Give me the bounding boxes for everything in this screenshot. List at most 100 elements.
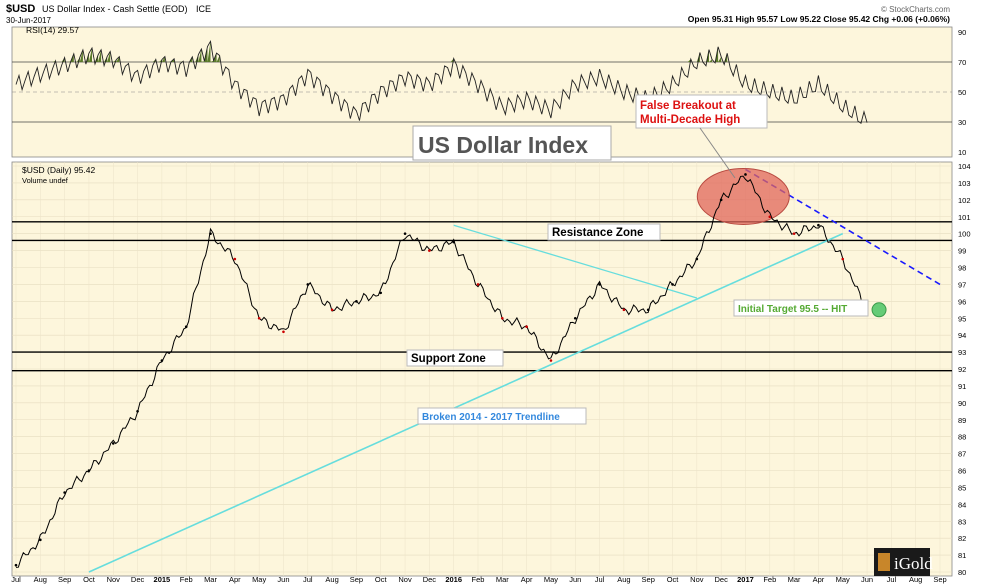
time-tick-label: Dec (423, 575, 437, 584)
time-tick-label: Jun (569, 575, 581, 584)
price-point (817, 223, 820, 227)
price-point (136, 409, 139, 413)
price-tick-label: 83 (958, 517, 966, 526)
time-tick-label: Nov (398, 575, 412, 584)
price-axis: 104 103 102 101 100 99 98 97 96 95 94 93 92 91 90 89 88 8… (958, 162, 971, 577)
uptrend-2014-2017-trendline (88, 232, 844, 573)
time-tick-label: Dec (131, 575, 145, 584)
time-tick-label: Jun (277, 575, 289, 584)
price-point (209, 232, 212, 235)
exchange: ICE (196, 4, 211, 14)
time-tick-label: May (252, 575, 266, 584)
time-tick-label: Mar (496, 575, 509, 584)
time-tick-label: Aug (325, 575, 338, 584)
price-tick-label: 89 (958, 416, 966, 425)
callout-pointer (699, 127, 736, 179)
price-point (257, 316, 261, 320)
price-point (111, 442, 115, 445)
time-tick-label: Feb (472, 575, 485, 584)
resistance-label-box (547, 223, 661, 241)
price-tick-label: 93 (958, 348, 966, 357)
rsi-tick-label: 50 (958, 88, 966, 97)
time-tick-label: 2017 (737, 575, 754, 584)
target-hit-circle (871, 302, 887, 318)
price-point (160, 359, 164, 362)
time-tick-label: Apr (521, 575, 533, 584)
rsi-tick-label: 90 (958, 28, 966, 37)
price-tick-label: 98 (958, 264, 966, 273)
false-breakout-label-line1: False Breakout at (640, 100, 736, 112)
price-point (671, 283, 674, 286)
time-tick-label: Jul (595, 575, 605, 584)
price-tick-label: 95 (958, 314, 966, 323)
price-tick-label: 88 (958, 433, 966, 442)
price-tick-label: 97 (958, 280, 966, 289)
price-point (622, 308, 626, 312)
price-tick-label: 87 (958, 450, 966, 459)
price-point (330, 308, 334, 312)
price-point (598, 283, 601, 286)
igold-logo-text: iGold (894, 554, 933, 573)
time-tick-label: Mar (788, 575, 801, 584)
price-point (379, 291, 383, 295)
price-point (14, 563, 18, 567)
title-box (412, 125, 612, 161)
price-point (841, 257, 845, 261)
price-tick-label: 81 (958, 551, 966, 560)
price-tick-label: 91 (958, 382, 966, 391)
price-tick-label: 82 (958, 534, 966, 543)
time-tick-label: Sep (642, 575, 655, 584)
price-point (719, 198, 723, 202)
support-label: Support Zone (411, 353, 486, 365)
rsi-line (15, 39, 868, 125)
watermark: © StockCharts.com (881, 5, 950, 14)
trendline-label-box (417, 407, 587, 425)
price-point (525, 325, 528, 329)
price-point (355, 300, 358, 303)
price-legend: $USD (Daily) 95.42 (22, 165, 95, 175)
time-tick-label: Nov (107, 575, 121, 584)
price-point (476, 283, 480, 286)
price-point (768, 215, 772, 219)
price-point (549, 359, 553, 362)
price-tick-label: 85 (958, 483, 966, 492)
volume-note: Volume undef (22, 176, 69, 185)
price-tick-label: 104 (958, 162, 971, 171)
time-tick-label: Oct (375, 575, 388, 584)
igold-logo-mark (878, 553, 890, 571)
rsi-tick-label: 30 (958, 118, 966, 127)
target-label-box (733, 299, 869, 317)
price-tick-label: 90 (958, 399, 966, 408)
rsi-tick-label: 10 (958, 148, 966, 157)
price-point (573, 316, 577, 320)
time-tick-label: 2015 (154, 575, 171, 584)
price-grid (12, 162, 952, 576)
trendline-label: Broken 2014 - 2017 Trendline (422, 412, 560, 423)
time-tick-label: Sep (350, 575, 363, 584)
price-point (63, 491, 66, 494)
price-point (282, 330, 285, 334)
false-breakout-label-box (635, 94, 768, 129)
time-tick-label: Oct (83, 575, 96, 584)
time-tick-label: Aug (34, 575, 47, 584)
price-point (184, 325, 188, 329)
time-tick-label: Aug (909, 575, 922, 584)
time-tick-label: Jul (11, 575, 21, 584)
time-tick-label: Apr (229, 575, 241, 584)
time-tick-label: Nov (690, 575, 704, 584)
chart-title: US Dollar Index (418, 132, 588, 158)
time-tick-label: May (836, 575, 850, 584)
time-tick-label: Jul (887, 575, 897, 584)
price-point (646, 308, 650, 312)
ohlc-readout: Open 95.31 High 95.57 Low 95.22 Close 95… (688, 14, 950, 24)
triangle-upper-trendline (453, 224, 698, 299)
price-tick-label: 94 (958, 331, 966, 340)
price-point (792, 232, 796, 235)
time-tick-label: 2016 (445, 575, 462, 584)
time-tick-label: Sep (58, 575, 71, 584)
price-points (14, 173, 869, 567)
target-label: Initial Target 95.5 -- HIT (738, 304, 847, 315)
price-tick-label: 102 (958, 196, 971, 205)
price-tick-label: 103 (958, 179, 971, 188)
time-tick-label: Feb (180, 575, 193, 584)
